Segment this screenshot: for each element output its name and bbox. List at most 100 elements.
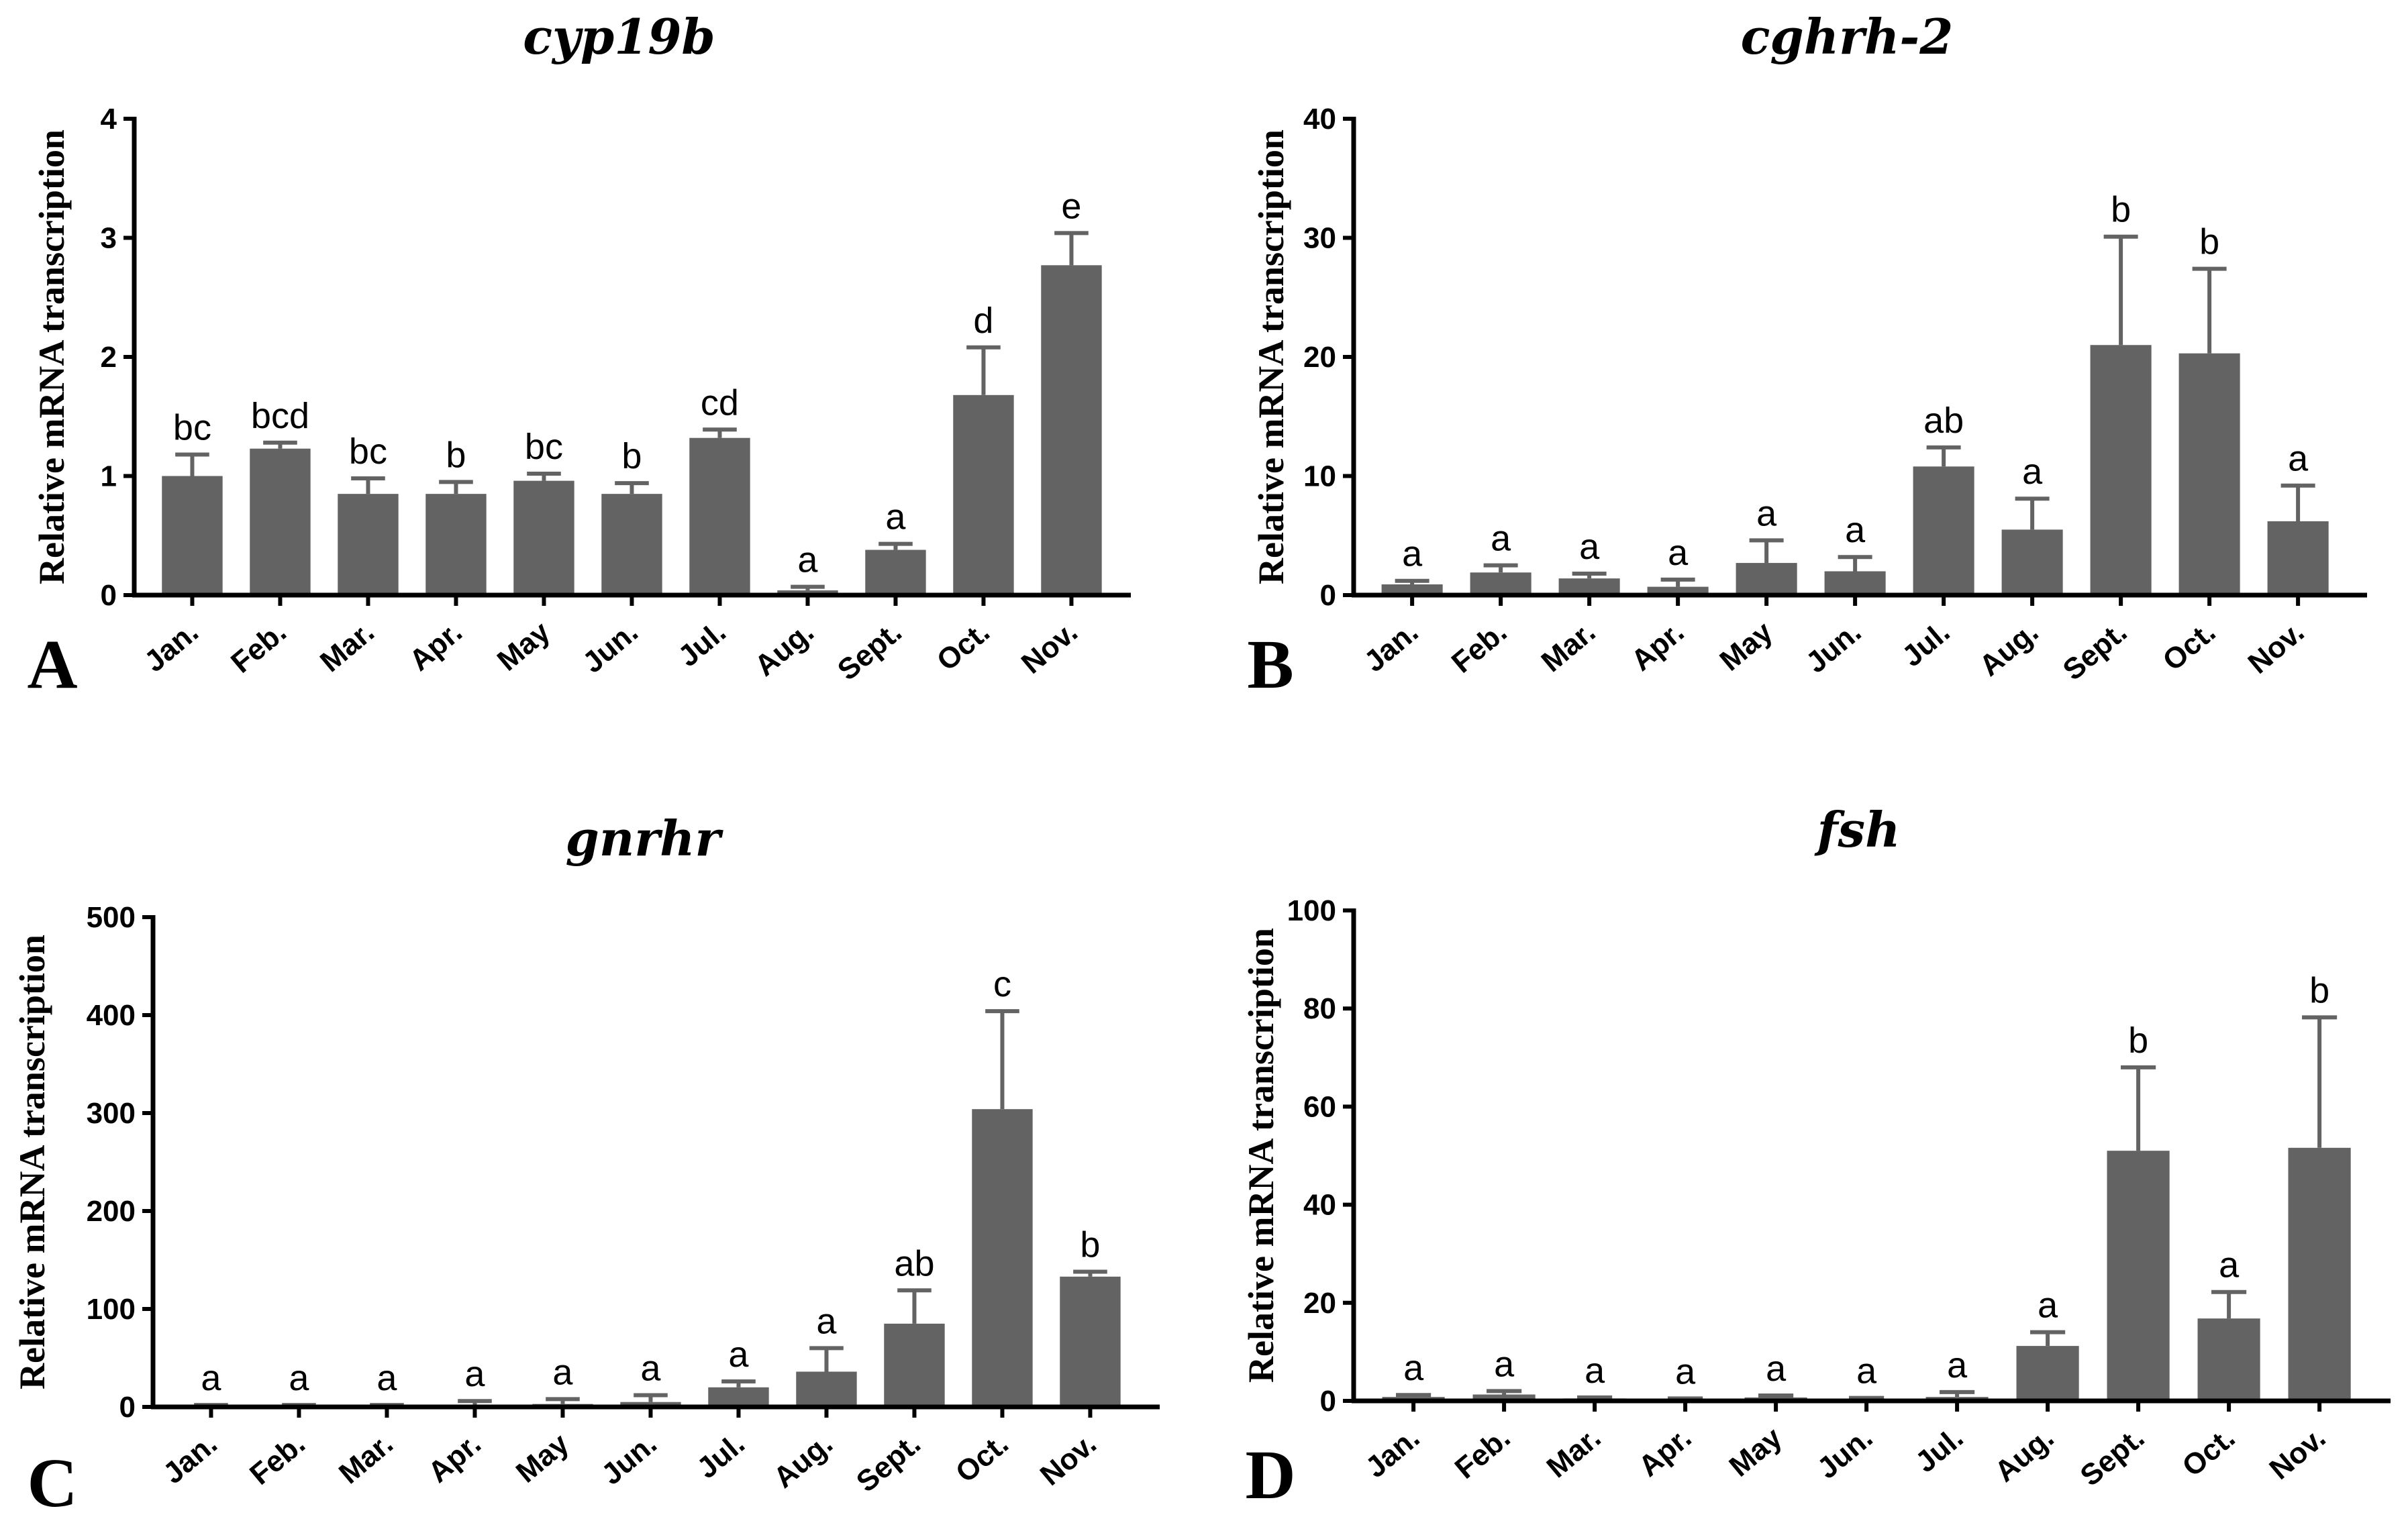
panel-d-bar-7 bbox=[2016, 1346, 2079, 1401]
panel-c-letter: C bbox=[27, 1444, 77, 1522]
panel-a-sig-label-7: a bbox=[797, 540, 818, 580]
panel-d-xtick-label-8: Sept. bbox=[2074, 1421, 2151, 1493]
panel-c-bar-9 bbox=[972, 1109, 1033, 1407]
panel-d-sig-label-10: b bbox=[2309, 970, 2329, 1010]
panel-b-ytick-label-0: 0 bbox=[1320, 579, 1336, 612]
panel-b-xtick-label-8: Sept. bbox=[2057, 615, 2134, 687]
panel-d-xtick-label-4: May bbox=[1723, 1421, 1788, 1483]
panel-d-sig-label-6: a bbox=[1947, 1345, 1968, 1385]
panel-b-sig-label-4: a bbox=[1756, 493, 1777, 533]
panel-d-ytick-label-2: 40 bbox=[1303, 1189, 1336, 1222]
panel-a-sig-label-5: b bbox=[621, 436, 642, 476]
panel-a-bar-6 bbox=[689, 437, 750, 595]
panel-c-xtick-label-8: Sept. bbox=[850, 1427, 927, 1499]
panel-c-sig-label-8: ab bbox=[894, 1243, 934, 1283]
panel-a-sig-label-0: bc bbox=[173, 408, 211, 448]
panel-d-xtick-label-2: Mar. bbox=[1541, 1421, 1607, 1484]
panel-b-sig-label-6: ab bbox=[1923, 401, 1964, 441]
panel-c-sig-label-0: a bbox=[201, 1358, 221, 1398]
panel-b-bar-1 bbox=[1470, 572, 1532, 595]
panel-d-ytick-label-5: 100 bbox=[1287, 894, 1336, 927]
panel-c-bar-5 bbox=[620, 1402, 681, 1407]
panel-c-xtick-label-3: Apr. bbox=[422, 1427, 487, 1489]
panel-d-title: fsh bbox=[1814, 801, 1901, 858]
panel-d-sig-label-4: a bbox=[1766, 1349, 1787, 1389]
panel-c-bar-8 bbox=[884, 1323, 945, 1407]
panel-c-sig-label-2: a bbox=[377, 1358, 397, 1398]
panel-b-xtick-label-2: Mar. bbox=[1536, 615, 1602, 678]
panel-a-bar-9 bbox=[953, 395, 1014, 595]
panel-d-bar-10 bbox=[2288, 1147, 2351, 1401]
panel-b-bar-2 bbox=[1558, 578, 1620, 595]
panel-b-ytick-label-2: 20 bbox=[1303, 341, 1336, 374]
panel-a-xtick-label-8: Sept. bbox=[832, 615, 908, 687]
panel-a-xtick-label-5: Jun. bbox=[576, 615, 644, 680]
panel-d-sig-label-0: a bbox=[1403, 1348, 1424, 1388]
panel-a-bar-3 bbox=[425, 494, 487, 595]
panel-b-xtick-label-9: Oct. bbox=[2156, 615, 2221, 678]
panel-a-letter: A bbox=[27, 626, 77, 703]
panel-d-sig-label-2: a bbox=[1585, 1351, 1605, 1391]
panel-a-sig-label-4: bc bbox=[525, 427, 563, 467]
panel-d-sig-label-3: a bbox=[1675, 1351, 1696, 1391]
panel-a-sig-label-10: e bbox=[1061, 186, 1081, 226]
panel-d-xtick-label-9: Oct. bbox=[2176, 1421, 2241, 1483]
panel-c-xtick-label-7: Aug. bbox=[767, 1427, 838, 1494]
panel-b-xtick-label-5: Jun. bbox=[1800, 615, 1868, 680]
panel-a-title: cyp19b bbox=[523, 8, 715, 65]
panel-b-xtick-label-6: Jul. bbox=[1896, 615, 1956, 673]
panel-c-sig-label-6: a bbox=[728, 1334, 749, 1375]
panel-d-sig-label-8: b bbox=[2128, 1020, 2148, 1061]
panel-d-xtick-label-3: Apr. bbox=[1632, 1421, 1697, 1483]
panel-b-xtick-label-7: Aug. bbox=[1973, 615, 2044, 682]
panel-a-bar-2 bbox=[338, 494, 399, 595]
panel-d-bar-1 bbox=[1472, 1394, 1536, 1401]
panel-a-ytick-label-0: 0 bbox=[101, 579, 117, 612]
panel-a-sig-label-1: bcd bbox=[251, 396, 309, 436]
panel-c-sig-label-3: a bbox=[464, 1354, 485, 1394]
panel-a-sig-label-9: d bbox=[973, 301, 993, 341]
panel-d-ytick-label-4: 80 bbox=[1303, 992, 1336, 1025]
panel-b-bar-4 bbox=[1736, 563, 1797, 595]
panel-c-bar-6 bbox=[708, 1387, 769, 1407]
panel-a-xtick-label-1: Feb. bbox=[225, 615, 293, 680]
panel-a-xtick-label-10: Nov. bbox=[1015, 615, 1084, 680]
panel-c-xtick-label-1: Feb. bbox=[244, 1427, 311, 1491]
panel-d-ytick-label-1: 20 bbox=[1303, 1287, 1336, 1320]
panel-b-ytick-label-4: 40 bbox=[1303, 103, 1336, 136]
panel-d-xtick-label-1: Feb. bbox=[1449, 1421, 1517, 1485]
panel-a-bar-8 bbox=[865, 549, 926, 595]
panel-c-xtick-label-5: Jun. bbox=[595, 1427, 663, 1491]
panel-c-ytick-label-1: 100 bbox=[87, 1293, 136, 1326]
panel-c-sig-label-9: c bbox=[993, 964, 1011, 1004]
panel-b-letter: B bbox=[1247, 626, 1293, 703]
panel-c-xtick-label-9: Oct. bbox=[950, 1427, 1015, 1489]
panel-a-xtick-label-2: Mar. bbox=[314, 615, 381, 678]
panel-b-bar-9 bbox=[2178, 353, 2240, 595]
panel-d-bar-9 bbox=[2197, 1318, 2260, 1401]
panel-d-letter: D bbox=[1245, 1436, 1295, 1514]
panel-c-xtick-label-2: Mar. bbox=[333, 1427, 399, 1490]
panel-a-bar-4 bbox=[513, 480, 574, 595]
panel-b-sig-label-7: a bbox=[2022, 452, 2043, 492]
panel-d-ytick-label-3: 60 bbox=[1303, 1090, 1336, 1123]
panel-c-title: gnrhr bbox=[566, 810, 724, 867]
panel-d-ytick-label-0: 0 bbox=[1320, 1385, 1336, 1418]
panel-c-ytick-label-2: 200 bbox=[87, 1195, 136, 1228]
panel-a-ytick-label-4: 4 bbox=[101, 103, 117, 136]
panel-a-bar-0 bbox=[162, 476, 223, 595]
panel-b-xtick-label-3: Apr. bbox=[1625, 615, 1690, 678]
panel-d-bar-8 bbox=[2107, 1151, 2170, 1401]
panel-a-ytick-label-2: 2 bbox=[101, 341, 117, 374]
panel-c-ytick-label-0: 0 bbox=[119, 1391, 136, 1424]
panel-a-sig-label-3: b bbox=[446, 435, 466, 475]
panel-c-xtick-label-4: May bbox=[510, 1427, 575, 1489]
panel-d-xtick-label-6: Jul. bbox=[1909, 1421, 1970, 1479]
panel-d-xtick-label-0: Jan. bbox=[1360, 1421, 1426, 1484]
panel-c-sig-label-5: a bbox=[640, 1348, 661, 1388]
panel-d-xtick-label-10: Nov. bbox=[2263, 1421, 2331, 1486]
panel-a-bar-7 bbox=[777, 590, 838, 595]
panel-a-ylabel: Relative mRNA transcription bbox=[32, 129, 72, 584]
panel-a-ytick-label-1: 1 bbox=[101, 460, 117, 493]
panel-b-bar-0 bbox=[1381, 584, 1443, 595]
